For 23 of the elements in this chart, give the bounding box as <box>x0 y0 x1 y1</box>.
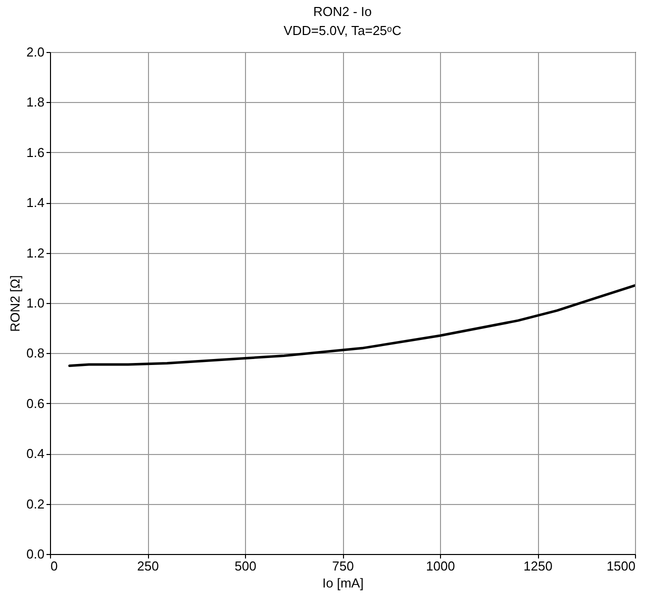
chart-title: RON2 - Io <box>313 4 372 19</box>
chart-subtitle: VDD=5.0V, Ta=25ᵒC <box>284 23 402 38</box>
y-tick-label: 1.8 <box>26 94 44 110</box>
x-tick-label: 250 <box>137 558 159 574</box>
x-tick-label: 750 <box>332 558 354 574</box>
y-tick-label: 0.8 <box>26 346 44 361</box>
x-tick-label: 0 <box>50 558 58 574</box>
y-tick-label: 0.0 <box>26 546 44 562</box>
y-tick-label: 1.4 <box>26 195 44 210</box>
y-tick-label: 1.0 <box>26 296 44 310</box>
y-tick-label: 1.6 <box>26 144 44 160</box>
y-tick-label: 1.2 <box>26 245 44 260</box>
y-tick-label: 0.6 <box>26 396 44 411</box>
y-tick-label: 0.4 <box>26 446 44 462</box>
line-series <box>68 284 635 367</box>
x-tick-label: 500 <box>234 558 256 574</box>
x-tick-label: 1000 <box>426 558 455 574</box>
x-tick-label: 1250 <box>524 558 552 574</box>
x-tick-label: 1500 <box>606 558 636 574</box>
y-axis-title: RON2 [Ω] <box>7 275 22 332</box>
y-tick-label: 2.0 <box>26 44 44 60</box>
y-tick-label: 0.2 <box>26 496 44 512</box>
x-axis-title: Io [mA] <box>322 576 364 590</box>
